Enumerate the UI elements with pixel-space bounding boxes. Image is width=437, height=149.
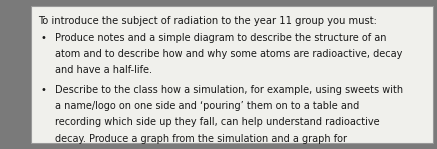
Text: •: •	[40, 32, 46, 43]
Text: a name/logo on one side and ‘pouring’ them on to a table and: a name/logo on one side and ‘pouring’ th…	[55, 101, 360, 111]
Text: atom and to describe how and why some atoms are radioactive, decay: atom and to describe how and why some at…	[55, 49, 403, 59]
Text: Produce notes and a simple diagram to describe the structure of an: Produce notes and a simple diagram to de…	[55, 32, 387, 43]
Text: To introduce the subject of radiation to the year 11 group you must:: To introduce the subject of radiation to…	[38, 16, 377, 26]
Text: recording which side up they fall, can help understand radioactive: recording which side up they fall, can h…	[55, 117, 380, 128]
FancyBboxPatch shape	[31, 6, 433, 143]
Text: decay. Produce a graph from the simulation and a graph for: decay. Produce a graph from the simulati…	[55, 134, 347, 144]
Text: and have a half-life.: and have a half-life.	[55, 65, 153, 75]
Text: Describe to the class how a simulation, for example, using sweets with: Describe to the class how a simulation, …	[55, 85, 404, 95]
Text: •: •	[40, 85, 46, 95]
